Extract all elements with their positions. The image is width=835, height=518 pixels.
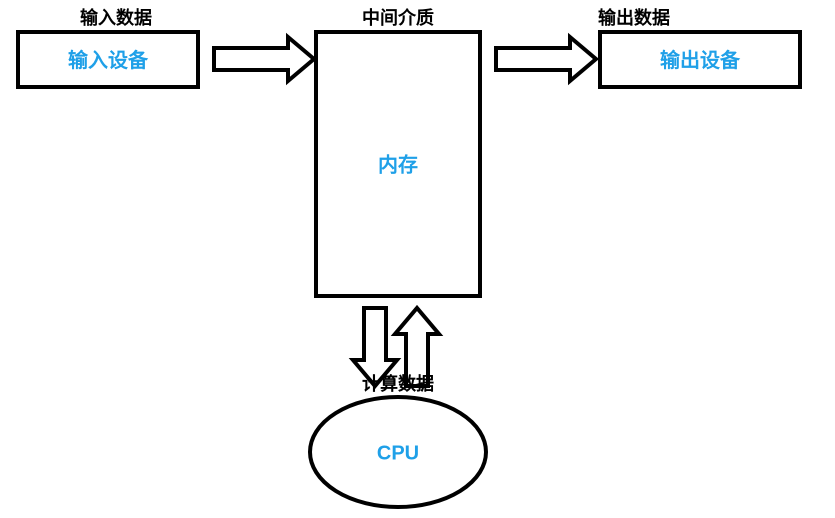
computer-architecture-diagram: 输入数据 输入设备 中间介质 内存 输出数据 输出设备 计算数据 CPU: [0, 0, 835, 518]
output-header: 输出数据: [598, 7, 670, 28]
arrow-memory-to-output: [496, 37, 596, 81]
memory-label: 内存: [378, 152, 418, 176]
arrow-input-to-memory: [214, 37, 314, 81]
output-device-label: 输出设备: [660, 48, 741, 72]
input-device-label: 输入设备: [68, 48, 149, 72]
cpu-label: CPU: [377, 442, 419, 464]
input-header: 输入数据: [80, 7, 152, 28]
memory-header: 中间介质: [362, 7, 434, 28]
